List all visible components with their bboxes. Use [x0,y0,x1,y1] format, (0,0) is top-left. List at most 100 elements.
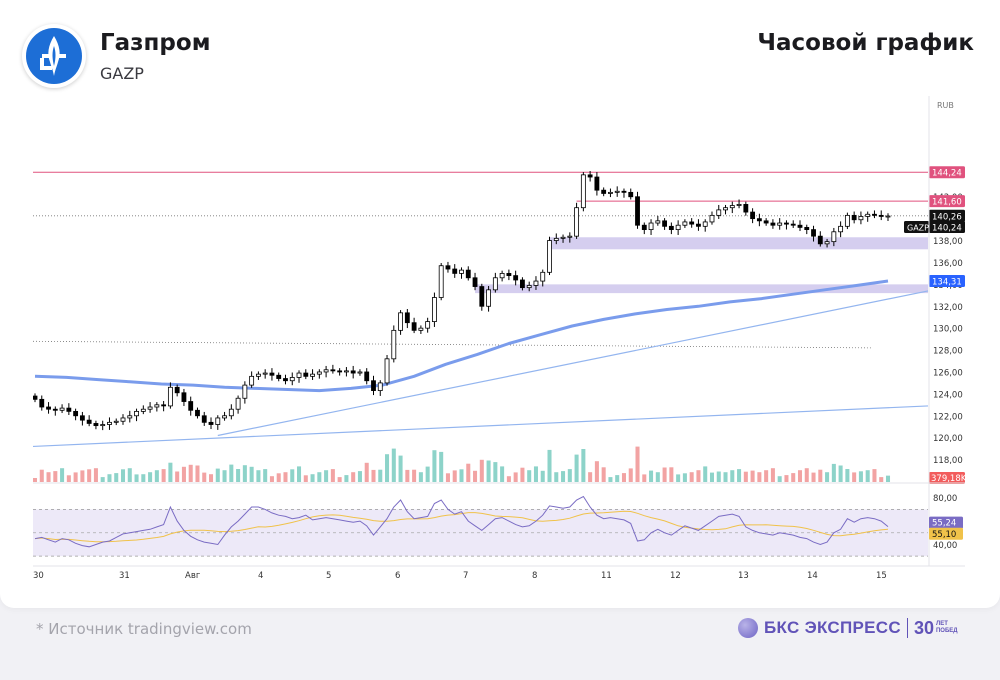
candle-body [885,215,891,218]
volume-bar [290,469,295,482]
price-tick-label: 132,00 [933,303,963,313]
candle [872,210,877,219]
volume-bar [473,470,478,482]
candle [242,381,248,404]
price-tick-label: 118,00 [933,456,963,466]
candle [513,270,519,286]
volume-bar [649,470,654,482]
candle [844,212,850,230]
volume-bar [364,462,369,482]
candle [127,410,133,423]
price-tag-bg [929,274,965,287]
volume-bar [852,472,857,482]
candle [134,408,139,422]
volume-bar [161,469,166,482]
candle-body [255,373,261,377]
volume-bar [344,475,349,482]
candle [384,354,390,386]
candle-body [201,415,207,423]
candle-body [161,404,167,407]
volume-bar [445,473,450,482]
candle-body [750,211,756,220]
price-tag-text: 134,31 [932,277,962,287]
candle-body [520,279,525,289]
candle [411,317,417,334]
candle [100,420,106,431]
price-tag-resistance: 141,60 [929,195,965,208]
candle [330,364,336,374]
volume-bar [459,469,464,482]
candle [249,371,255,388]
volume-bar [114,473,119,482]
volume-bar [371,469,376,482]
chart-card: Газпром GAZP Часовой график 118,00 120,00… [0,0,1000,608]
volume-bar [811,472,816,482]
volume-bar [181,466,186,482]
rsi-ma-line [34,510,889,543]
rsi-tick-label: 80,00 [933,494,957,504]
candle [404,308,410,329]
candle-body [120,417,126,422]
volume-bar [256,470,261,482]
candle-body [66,407,72,412]
candle [756,213,762,227]
volume-bar [154,470,159,482]
volume-bar [723,472,728,482]
candle [547,236,552,276]
candle [492,272,498,293]
company-logo [22,24,86,88]
candle-body [526,285,532,289]
volume-bar [93,468,98,482]
candle [560,234,566,243]
candle-body [452,268,458,274]
support-zone-2 [475,284,928,294]
candle-body [668,225,674,231]
candle-body [533,280,539,286]
date-tick-label: 14 [807,571,818,581]
candle-body [52,408,58,411]
date-tick-label: 31 [119,571,130,581]
volume-bar [127,468,132,482]
candle-body [371,380,376,391]
date-tick-label: 13 [738,571,749,581]
candle [337,368,343,376]
candle [208,417,214,430]
candle-body [438,265,444,298]
volume-bar [168,462,173,482]
candle [66,403,72,416]
rsi-value-tag-text: 55,24 [932,519,956,529]
candle-body [492,277,498,291]
price-tick-label: 136,00 [933,259,963,269]
volume-bar [39,469,44,482]
volume-bar [242,465,247,482]
candle [113,418,119,426]
symbol-tag-bg [904,221,929,234]
volume-bar [825,472,830,482]
candle [614,186,620,197]
candle-body [357,371,363,374]
candle-body [736,204,742,206]
volume-bar [513,472,518,482]
volume-bar [46,472,51,482]
price-tag-text: 144,24 [932,169,962,179]
candle [689,218,695,228]
candle [357,369,363,376]
candle [770,219,776,229]
candle-body [235,397,241,410]
candle-body [377,382,383,391]
volume-bar [737,469,742,482]
volume-bar [439,451,444,482]
volume-bar [588,472,593,482]
candle-body [865,213,871,217]
currency-label: RUB [937,101,954,110]
candle [52,406,58,416]
candle [696,219,701,231]
volume-bar [195,465,200,482]
candle [885,213,891,221]
candle-body [560,236,566,239]
candle-body [391,329,397,360]
volume-bar [60,468,65,482]
volume-bar [493,462,498,482]
ticker-symbol: GAZP [100,64,144,83]
date-tick-label: 7 [463,571,468,581]
